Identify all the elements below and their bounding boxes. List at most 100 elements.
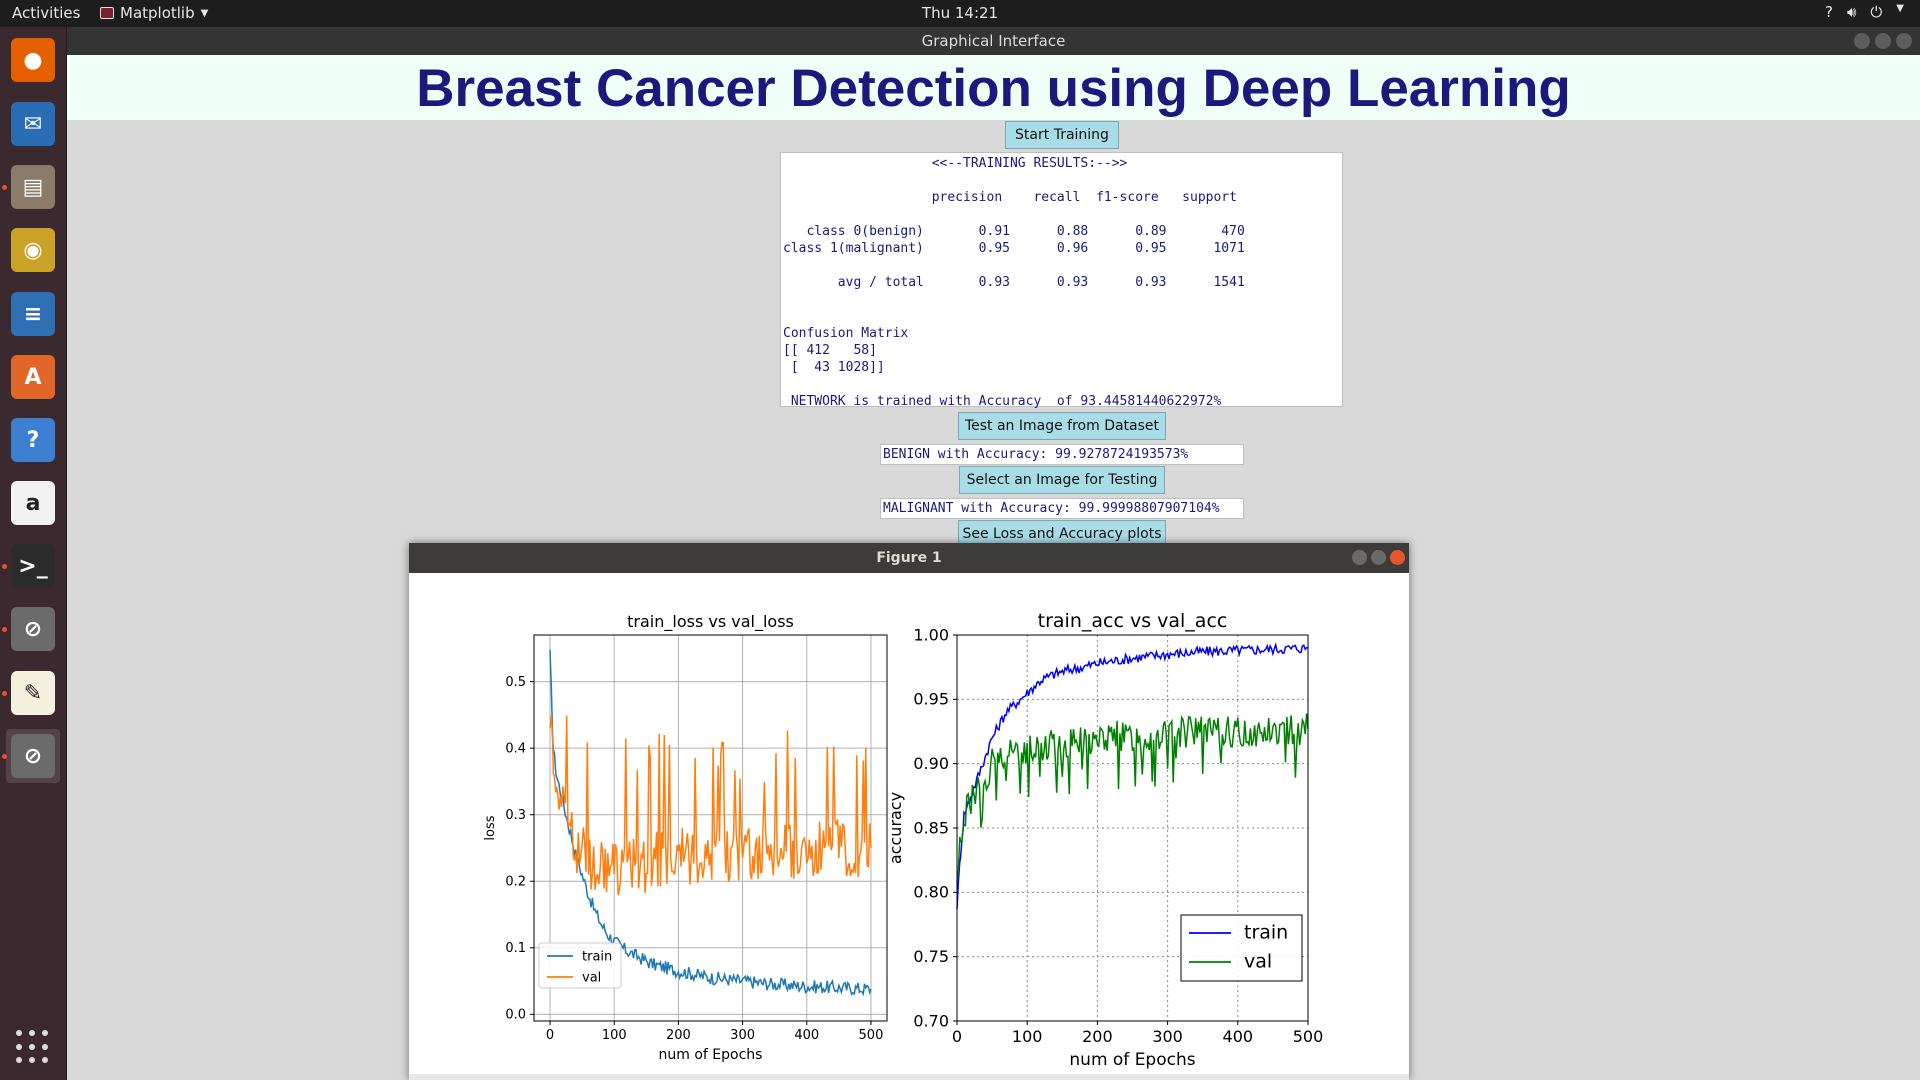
legend-box <box>1180 914 1303 982</box>
power-icon[interactable]: ⏻ <box>1870 3 1883 21</box>
help-icon: ? <box>11 418 55 462</box>
y-tick-label: 0.85 <box>913 818 949 837</box>
minimize-button[interactable] <box>1854 33 1870 49</box>
y-axis-label: accuracy <box>886 792 905 864</box>
dock-item-blocked-app-1[interactable]: ⊘ <box>6 602 60 656</box>
axes-frame <box>533 634 888 1022</box>
maximize-button[interactable] <box>1875 33 1891 49</box>
x-tick-label: 300 <box>1152 1027 1183 1046</box>
writer-icon: ≡ <box>11 292 55 336</box>
system-tray[interactable]: ? 🔊︎ ⏻ ▼ <box>1825 3 1904 21</box>
test-dataset-image-button[interactable]: Test an Image from Dataset <box>958 412 1166 440</box>
x-tick-label: 400 <box>794 1028 819 1043</box>
window-title: Graphical Interface <box>921 32 1066 50</box>
y-tick-label: 1.00 <box>913 625 949 644</box>
selected-image-result: MALIGNANT with Accuracy: 99.999988079071… <box>880 498 1244 519</box>
dock-item-text-editor[interactable]: ✎ <box>6 666 60 720</box>
figure-statusbar <box>409 1074 1409 1080</box>
software-icon: A <box>11 355 55 399</box>
y-tick-label: 0.2 <box>505 875 526 890</box>
series-line-train <box>549 649 872 997</box>
y-tick-label: 0.3 <box>505 808 526 823</box>
x-tick-label: 0 <box>952 1027 962 1046</box>
figure-canvas: 0 100 200 300 400 500 0.0 0.1 0.2 0.3 0.4 0.5 train_… <box>483 610 1324 1070</box>
dock-item-blocked-app-2[interactable]: ⊘ <box>6 729 60 783</box>
dock-item-help[interactable]: ? <box>6 413 60 467</box>
firefox-icon: ● <box>11 38 55 82</box>
x-axis-label: num of Epochs <box>659 1047 763 1063</box>
figure-window: Figure 1 0 100 200 300 400 500 0.0 0.1 0.2 0.3 0.4… <box>409 543 1409 1080</box>
x-tick-label: 300 <box>730 1028 755 1043</box>
dock-item-terminal[interactable]: >_ <box>6 539 60 593</box>
main-window-titlebar[interactable]: Graphical Interface <box>67 27 1920 55</box>
x-axis-label: num of Epochs <box>1069 1050 1195 1070</box>
show-applications-icon[interactable] <box>16 1030 50 1064</box>
x-tick-label: 100 <box>602 1028 627 1043</box>
series-line-val <box>549 715 872 896</box>
dock-item-writer[interactable]: ≡ <box>6 287 60 341</box>
training-results-text: <<--TRAINING RESULTS:-->> precision reca… <box>783 156 1245 409</box>
y-tick-label: 0.4 <box>505 741 526 756</box>
top-bar: Activities Matplotlib ▼ Thu 14:21 ? 🔊︎ ⏻… <box>0 0 1920 27</box>
volume-icon[interactable]: 🔊︎ <box>1846 3 1857 21</box>
text-editor-icon: ✎ <box>11 671 55 715</box>
x-tick-label: 100 <box>1012 1027 1043 1046</box>
app-menu-label: Matplotlib <box>120 4 195 22</box>
terminal-icon: >_ <box>11 544 55 588</box>
x-tick-label: 200 <box>666 1028 691 1043</box>
matplotlib-app-icon <box>100 7 114 19</box>
close-button[interactable] <box>1896 33 1912 49</box>
running-indicator <box>2 564 7 569</box>
dock-item-firefox[interactable]: ● <box>6 33 60 87</box>
figure-title: Figure 1 <box>876 550 942 566</box>
series-line-val <box>956 713 1309 883</box>
legend-label: train <box>1244 921 1288 943</box>
series-line-train <box>956 642 1309 910</box>
clock-container: Thu 14:21 <box>0 4 1920 22</box>
help-icon[interactable]: ? <box>1825 3 1833 21</box>
running-indicator <box>2 754 7 759</box>
banner: Breast Cancer Detection using Deep Learn… <box>67 55 1920 120</box>
x-tick-label: 0 <box>546 1028 554 1043</box>
x-tick-label: 200 <box>1082 1027 1113 1046</box>
y-tick-label: 0.1 <box>505 941 526 956</box>
close-button[interactable] <box>1390 550 1405 565</box>
rhythmbox-icon: ◉ <box>11 228 55 272</box>
dock-item-software[interactable]: A <box>6 350 60 404</box>
x-tick-label: 400 <box>1223 1027 1254 1046</box>
y-tick-label: 0.70 <box>913 1011 949 1030</box>
dock-item-files[interactable]: ▤ <box>6 160 60 214</box>
dock-item-thunderbird[interactable]: ✉ <box>6 97 60 151</box>
clock[interactable]: Thu 14:21 <box>921 4 999 22</box>
y-tick-label: 0.0 <box>505 1008 526 1023</box>
figure-titlebar[interactable]: Figure 1 <box>409 543 1409 573</box>
y-tick-label: 0.75 <box>913 947 949 966</box>
minimize-button[interactable] <box>1352 550 1367 565</box>
dock-item-amazon[interactable]: a <box>6 476 60 530</box>
x-tick-label: 500 <box>1293 1027 1324 1046</box>
page-title: Breast Cancer Detection using Deep Learn… <box>416 59 1571 118</box>
select-image-button[interactable]: Select an Image for Testing <box>959 466 1165 494</box>
y-axis-label: loss <box>483 815 498 840</box>
amazon-icon: a <box>11 481 55 525</box>
files-icon: ▤ <box>11 165 55 209</box>
running-indicator <box>2 627 7 632</box>
running-indicator <box>2 185 7 190</box>
blocked-app-2-icon: ⊘ <box>11 734 55 778</box>
chart-title: train_acc vs val_acc <box>1038 610 1228 632</box>
thunderbird-icon: ✉ <box>11 102 55 146</box>
running-indicator <box>2 691 7 696</box>
y-tick-label: 0.90 <box>913 754 949 773</box>
dataset-test-result: BENIGN with Accuracy: 99.9278724193573% <box>880 444 1244 465</box>
start-training-button[interactable]: Start Training <box>1005 121 1119 149</box>
y-tick-label: 0.5 <box>505 675 526 690</box>
dock-item-rhythmbox[interactable]: ◉ <box>6 223 60 277</box>
chevron-down-icon[interactable]: ▼ <box>1896 3 1904 14</box>
blocked-app-1-icon: ⊘ <box>11 607 55 651</box>
legend-label: val <box>582 970 601 985</box>
app-menu[interactable]: Matplotlib ▼ <box>100 4 208 22</box>
dock: ● ✉ ▤ ◉ ≡ A? a >_ ⊘ ✎ ⊘ <box>0 27 67 1080</box>
activities-button[interactable]: Activities <box>12 4 81 22</box>
y-tick-label: 0.95 <box>913 690 949 709</box>
maximize-button[interactable] <box>1371 550 1386 565</box>
